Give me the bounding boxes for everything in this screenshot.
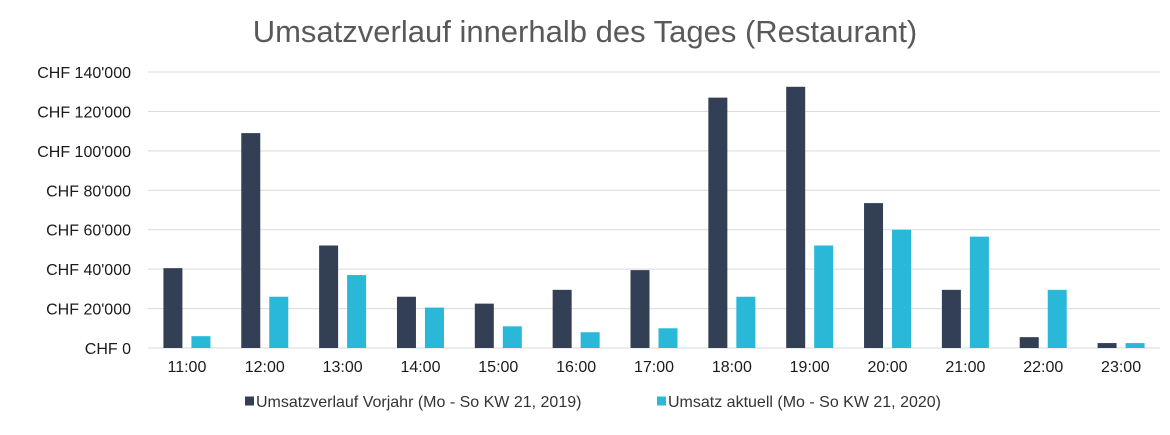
bar-vorjahr — [630, 270, 650, 348]
legend-aktuell-label: Umsatz aktuell (Mo - So KW 21, 2020) — [668, 394, 941, 411]
y-tick-label: CHF 80'000 — [46, 183, 131, 200]
x-tick-label: 21:00 — [945, 359, 985, 376]
x-tick-label: 18:00 — [712, 359, 752, 376]
y-tick-label: CHF 60'000 — [46, 223, 131, 240]
bar-vorjahr — [552, 289, 572, 348]
x-tick-label: 17:00 — [634, 359, 674, 376]
bar-vorjahr — [163, 268, 183, 348]
bar-aktuell — [736, 296, 756, 348]
y-tick-label: CHF 0 — [85, 341, 131, 358]
bar-aktuell — [1047, 289, 1067, 348]
bar-vorjahr — [396, 296, 416, 348]
bar-aktuell — [814, 245, 834, 348]
bar-aktuell — [191, 336, 211, 348]
bar-aktuell — [347, 275, 367, 348]
x-tick-label: 16:00 — [556, 359, 596, 376]
x-tick-label: 15:00 — [478, 359, 518, 376]
y-tick-label: CHF 40'000 — [46, 262, 131, 279]
bar-aktuell — [502, 326, 522, 348]
bar-vorjahr — [319, 245, 339, 348]
bar-vorjahr — [941, 289, 961, 348]
x-tick-label: 22:00 — [1023, 359, 1063, 376]
y-tick-label: CHF 100'000 — [37, 144, 131, 161]
x-tick-label: 14:00 — [400, 359, 440, 376]
bar-vorjahr — [708, 97, 728, 348]
x-tick-label: 23:00 — [1101, 359, 1141, 376]
bar-aktuell — [580, 332, 600, 348]
legend-vorjahr-swatch — [245, 396, 254, 406]
bar-aktuell — [892, 229, 912, 348]
bar-aktuell — [658, 328, 678, 348]
x-tick-label: 13:00 — [323, 359, 363, 376]
bar-aktuell — [1125, 343, 1145, 348]
bar-vorjahr — [1019, 337, 1039, 348]
y-tick-label: CHF 140'000 — [37, 65, 131, 82]
bar-vorjahr — [786, 86, 806, 349]
x-tick-label: 20:00 — [868, 359, 908, 376]
x-tick-label: 11:00 — [167, 359, 206, 376]
legend-vorjahr-label: Umsatzverlauf Vorjahr (Mo - So KW 21, 20… — [256, 394, 581, 411]
bar-aktuell — [269, 296, 289, 348]
bar-aktuell — [969, 236, 989, 348]
bar-vorjahr — [241, 133, 261, 348]
chart-title: Umsatzverlauf innerhalb des Tages (Resta… — [252, 14, 918, 49]
bar-vorjahr — [864, 203, 884, 348]
y-tick-label: CHF 20'000 — [46, 302, 131, 319]
bar-vorjahr — [1097, 343, 1117, 348]
x-tick-label: 19:00 — [790, 359, 830, 376]
bar-vorjahr — [474, 303, 494, 348]
y-tick-label: CHF 120'000 — [37, 104, 131, 121]
bar-aktuell — [424, 307, 444, 348]
legend-aktuell-swatch — [657, 396, 666, 406]
x-tick-label: 12:00 — [245, 359, 285, 376]
